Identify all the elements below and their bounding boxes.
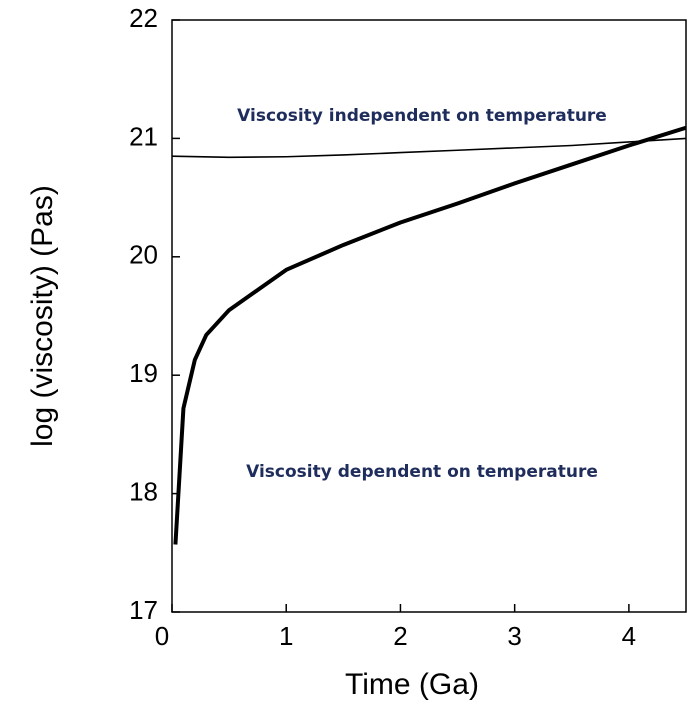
line-series <box>173 125 687 545</box>
y-tick-label: 20 <box>129 240 158 270</box>
x-tick-label: 1 <box>279 621 293 651</box>
y-tick-label: 22 <box>129 3 158 33</box>
y-tick-label: 21 <box>129 121 158 151</box>
x-tick-label: 3 <box>507 621 521 651</box>
annotation: Viscosity dependent on temperature <box>246 462 598 482</box>
line-series <box>171 137 687 159</box>
x-tick-label: 0 <box>155 621 169 651</box>
y-axis-label: log (viscosity) (Pas) <box>26 185 59 447</box>
x-tick-label: 2 <box>393 621 407 651</box>
y-tick-label: 17 <box>129 595 158 625</box>
annotation: Viscosity independent on temperature <box>237 106 607 126</box>
plot-frame <box>171 19 687 613</box>
x-axis-label: Time (Ga) <box>345 668 479 701</box>
y-tick-label: 19 <box>129 358 158 388</box>
x-tick-label: 4 <box>622 621 636 651</box>
y-tick-label: 18 <box>129 476 158 506</box>
